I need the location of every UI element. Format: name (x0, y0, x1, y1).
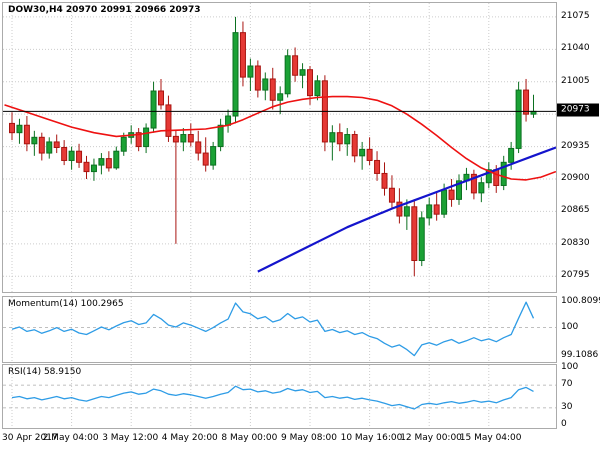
momentum-label: Momentum(14) 100.2965 (8, 299, 124, 309)
price-axis-label: 20865 (561, 205, 590, 216)
candlestick-chart[interactable] (3, 3, 556, 292)
rsi-axis-label: 30 (561, 401, 573, 412)
price-axis-label: 20900 (561, 172, 590, 183)
price-axis-label: 20830 (561, 237, 590, 248)
time-axis-label: 9 May 08:00 (281, 433, 337, 443)
rsi-chart[interactable] (3, 365, 556, 428)
time-axis-label: 2 May 04:00 (42, 433, 99, 443)
momentum-axis-label: 99.1086 (561, 349, 599, 360)
momentum-axis-label: 100 (561, 321, 579, 332)
rsi-axis-label: 100 (561, 362, 579, 372)
rsi-axis-label: 70 (561, 379, 573, 390)
price-axis-label: 20795 (561, 270, 590, 281)
time-axis-label: 4 May 20:00 (161, 433, 218, 443)
momentum-axis-label: 100.8099 (561, 296, 600, 307)
price-axis-label: 21005 (561, 75, 590, 86)
rsi-label: RSI(14) 58.9150 (8, 367, 82, 377)
price-axis-label: 21075 (561, 10, 590, 21)
chart-ohlc-title: DOW30,H4 20970 20991 20966 20973 (8, 5, 201, 15)
momentum-panel[interactable]: Momentum(14) 100.2965 (2, 296, 557, 363)
time-axis-label: 15 May 04:00 (459, 433, 522, 443)
price-axis-label: 20935 (561, 140, 590, 151)
time-axis-label: 8 May 00:00 (221, 433, 278, 443)
time-axis-label: 3 May 12:00 (102, 433, 159, 443)
price-axis-label: 21040 (561, 43, 590, 54)
rsi-panel[interactable]: RSI(14) 58.9150 (2, 364, 557, 429)
time-axis-label: 12 May 00:00 (400, 433, 462, 443)
rsi-axis-label: 0 (561, 419, 567, 429)
current-price-tag: 20973 (557, 103, 599, 117)
main-chart-panel[interactable]: DOW30,H4 20970 20991 20966 20973 (2, 2, 557, 293)
momentum-chart[interactable] (3, 297, 556, 362)
time-axis-label: 10 May 16:00 (340, 433, 403, 443)
time-axis-label: 30 Apr 2017 (2, 433, 58, 443)
